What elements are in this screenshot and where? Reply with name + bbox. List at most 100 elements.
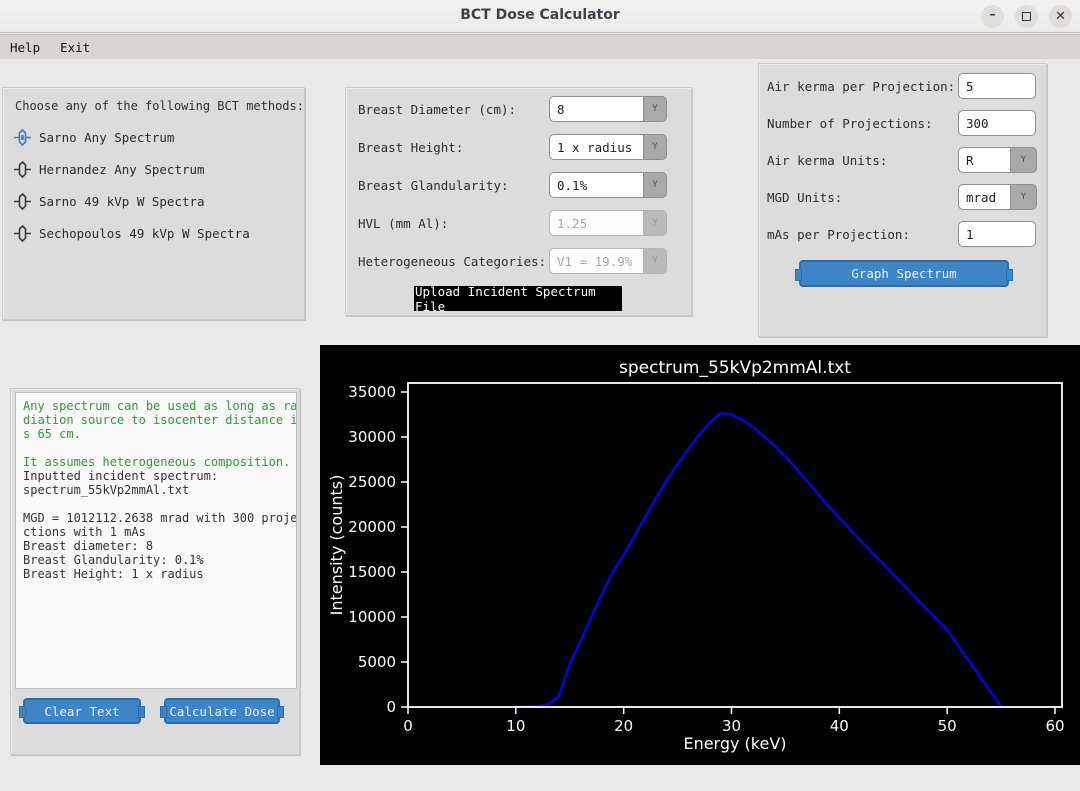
radio-icon (14, 128, 31, 146)
mas-per-projection-input[interactable] (958, 221, 1036, 247)
clear-text-button[interactable]: Clear Text (19, 698, 145, 724)
method-option-4[interactable]: Sechopoulos 49 kVp W Spectra (3, 223, 304, 243)
svg-text:10: 10 (506, 717, 525, 735)
air-kerma-units-label: Air kerma Units: (767, 152, 888, 168)
method-option-label: Hernandez Any Spectrum (39, 161, 205, 177)
hvl-row: HVL (mm Al): 1.25 Y (358, 210, 691, 236)
method-option-3[interactable]: Sarno 49 kVp W Spectra (3, 191, 304, 211)
menu-item-help[interactable]: Help (10, 39, 41, 55)
radio-icon (14, 160, 31, 178)
air-kerma-units-value: R (958, 147, 1010, 173)
chevron-down-icon: Y (1010, 147, 1037, 173)
svg-text:35000: 35000 (348, 383, 396, 401)
menubar: Help Exit (0, 34, 1080, 59)
svg-text:30000: 30000 (348, 428, 396, 446)
breast-height-row: Breast Height: 1 x radius Y (358, 134, 691, 160)
breast-height-combobox[interactable]: 1 x radius Y (549, 134, 667, 160)
number-of-projections-input[interactable] (958, 110, 1036, 136)
menu-item-exit[interactable]: Exit (60, 39, 91, 55)
mas-per-projection-row: mAs per Projection: (767, 221, 1046, 247)
hvl-label: HVL (mm Al): (358, 215, 449, 231)
svg-text:0: 0 (386, 698, 396, 716)
mgd-units-row: MGD Units: mrad Y (767, 184, 1046, 210)
calculate-dose-button[interactable]: Calculate Dose (160, 698, 284, 724)
svg-text:50: 50 (938, 717, 957, 735)
svg-text:40: 40 (830, 717, 849, 735)
output-panel: Any spectrum can be used as long as ra di… (10, 388, 300, 755)
method-option-1[interactable]: Sarno Any Spectrum (3, 127, 304, 147)
output-line: s 65 cm. (23, 427, 81, 441)
method-option-label: Sechopoulos 49 kVp W Spectra (39, 225, 250, 241)
breast-diameter-value: 8 (549, 96, 643, 122)
number-of-projections-row: Number of Projections: (767, 110, 1046, 136)
output-line: Breast Glandularity: 0.1% (23, 553, 204, 567)
svg-text:20: 20 (614, 717, 633, 735)
maximize-button[interactable] (1015, 5, 1038, 28)
output-line (23, 497, 296, 511)
breast-glandularity-label: Breast Glandularity: (358, 177, 509, 193)
svg-text:25000: 25000 (348, 473, 396, 491)
chart-ylabel: Intensity (counts) (327, 475, 346, 616)
chevron-down-icon: Y (643, 172, 667, 198)
spectrum-chart: spectrum_55kVp2mmAl.txt 0 5000 10000 15000 20… (320, 345, 1080, 765)
output-line: It assumes heterogeneous composition. (23, 455, 291, 469)
svg-text:5000: 5000 (358, 653, 396, 671)
minimize-button[interactable]: – (981, 5, 1004, 28)
radio-icon (14, 224, 31, 242)
output-line: diation source to isocenter distance i (23, 413, 297, 427)
svg-text:60: 60 (1045, 717, 1064, 735)
methods-heading: Choose any of the following BCT methods: (15, 99, 304, 113)
mgd-units-combobox[interactable]: mrad Y (958, 184, 1037, 210)
air-kerma-units-row: Air kerma Units: R Y (767, 147, 1046, 173)
method-option-label: Sarno 49 kVp W Spectra (39, 193, 205, 209)
heterogeneous-categories-label: Heterogeneous Categories: (358, 253, 547, 269)
output-line: Breast diameter: 8 (23, 539, 154, 553)
output-line: Any spectrum can be used as long as ra (23, 399, 297, 413)
chart-xlabel: Energy (keV) (683, 734, 786, 753)
window-title: BCT Dose Calculator (460, 7, 620, 23)
air-kerma-per-projection-row: Air kerma per Projection: (767, 73, 1046, 99)
output-line: ctions with 1 mAs (23, 525, 146, 539)
maximize-icon (1022, 12, 1031, 21)
output-line: Breast Height: 1 x radius (23, 567, 204, 581)
method-option-label: Sarno Any Spectrum (39, 129, 175, 145)
heterogeneous-categories-row: Heterogeneous Categories: V1 = 19.9% Y (358, 248, 691, 274)
close-button[interactable]: ✕ (1049, 5, 1072, 28)
breast-glandularity-row: Breast Glandularity: 0.1% Y (358, 172, 691, 198)
minimize-icon: – (989, 6, 996, 21)
params-panel: Breast Diameter (cm): 8 Y Breast Height: 1 x… (345, 87, 692, 316)
titlebar: BCT Dose Calculator – ✕ (0, 0, 1080, 33)
number-of-projections-label: Number of Projections: (767, 115, 933, 131)
air-kerma-per-projection-label: Air kerma per Projection: (767, 78, 956, 94)
svg-text:30: 30 (722, 717, 741, 735)
output-line: MGD = 1012112.2638 mrad with 300 proje (23, 511, 297, 525)
hvl-value: 1.25 (549, 210, 643, 236)
air-kerma-per-projection-input[interactable] (958, 73, 1036, 99)
spectrum-curve (515, 411, 1003, 708)
breast-diameter-label: Breast Diameter (cm): (358, 101, 517, 117)
chevron-down-icon: Y (643, 96, 667, 122)
output-line: Inputted incident spectrum: (23, 469, 219, 483)
upload-spectrum-button[interactable]: Upload Incident Spectrum File (414, 284, 622, 314)
graph-spectrum-button[interactable]: Graph Spectrum (795, 260, 1013, 287)
breast-glandularity-value: 0.1% (549, 172, 643, 198)
breast-height-value: 1 x radius (549, 134, 643, 160)
chart-title: spectrum_55kVp2mmAl.txt (619, 358, 851, 378)
chevron-down-icon: Y (643, 248, 667, 274)
hvl-combobox: 1.25 Y (549, 210, 667, 236)
projection-panel: Air kerma per Projection: Number of Proje… (758, 63, 1047, 337)
heterogeneous-categories-combobox: V1 = 19.9% Y (549, 248, 667, 274)
mas-per-projection-label: mAs per Projection: (767, 226, 910, 242)
chevron-down-icon: Y (643, 210, 667, 236)
svg-text:15000: 15000 (348, 563, 396, 581)
chevron-down-icon: Y (1010, 184, 1037, 210)
svg-text:0: 0 (403, 717, 413, 735)
breast-glandularity-combobox[interactable]: 0.1% Y (549, 172, 667, 198)
output-textbox[interactable]: Any spectrum can be used as long as ra di… (15, 392, 297, 689)
method-option-2[interactable]: Hernandez Any Spectrum (3, 159, 304, 179)
methods-list: Sarno Any Spectrum Hernandez Any Spectrum… (3, 127, 304, 243)
methods-panel: Choose any of the following BCT methods:… (2, 87, 305, 320)
svg-text:10000: 10000 (348, 608, 396, 626)
